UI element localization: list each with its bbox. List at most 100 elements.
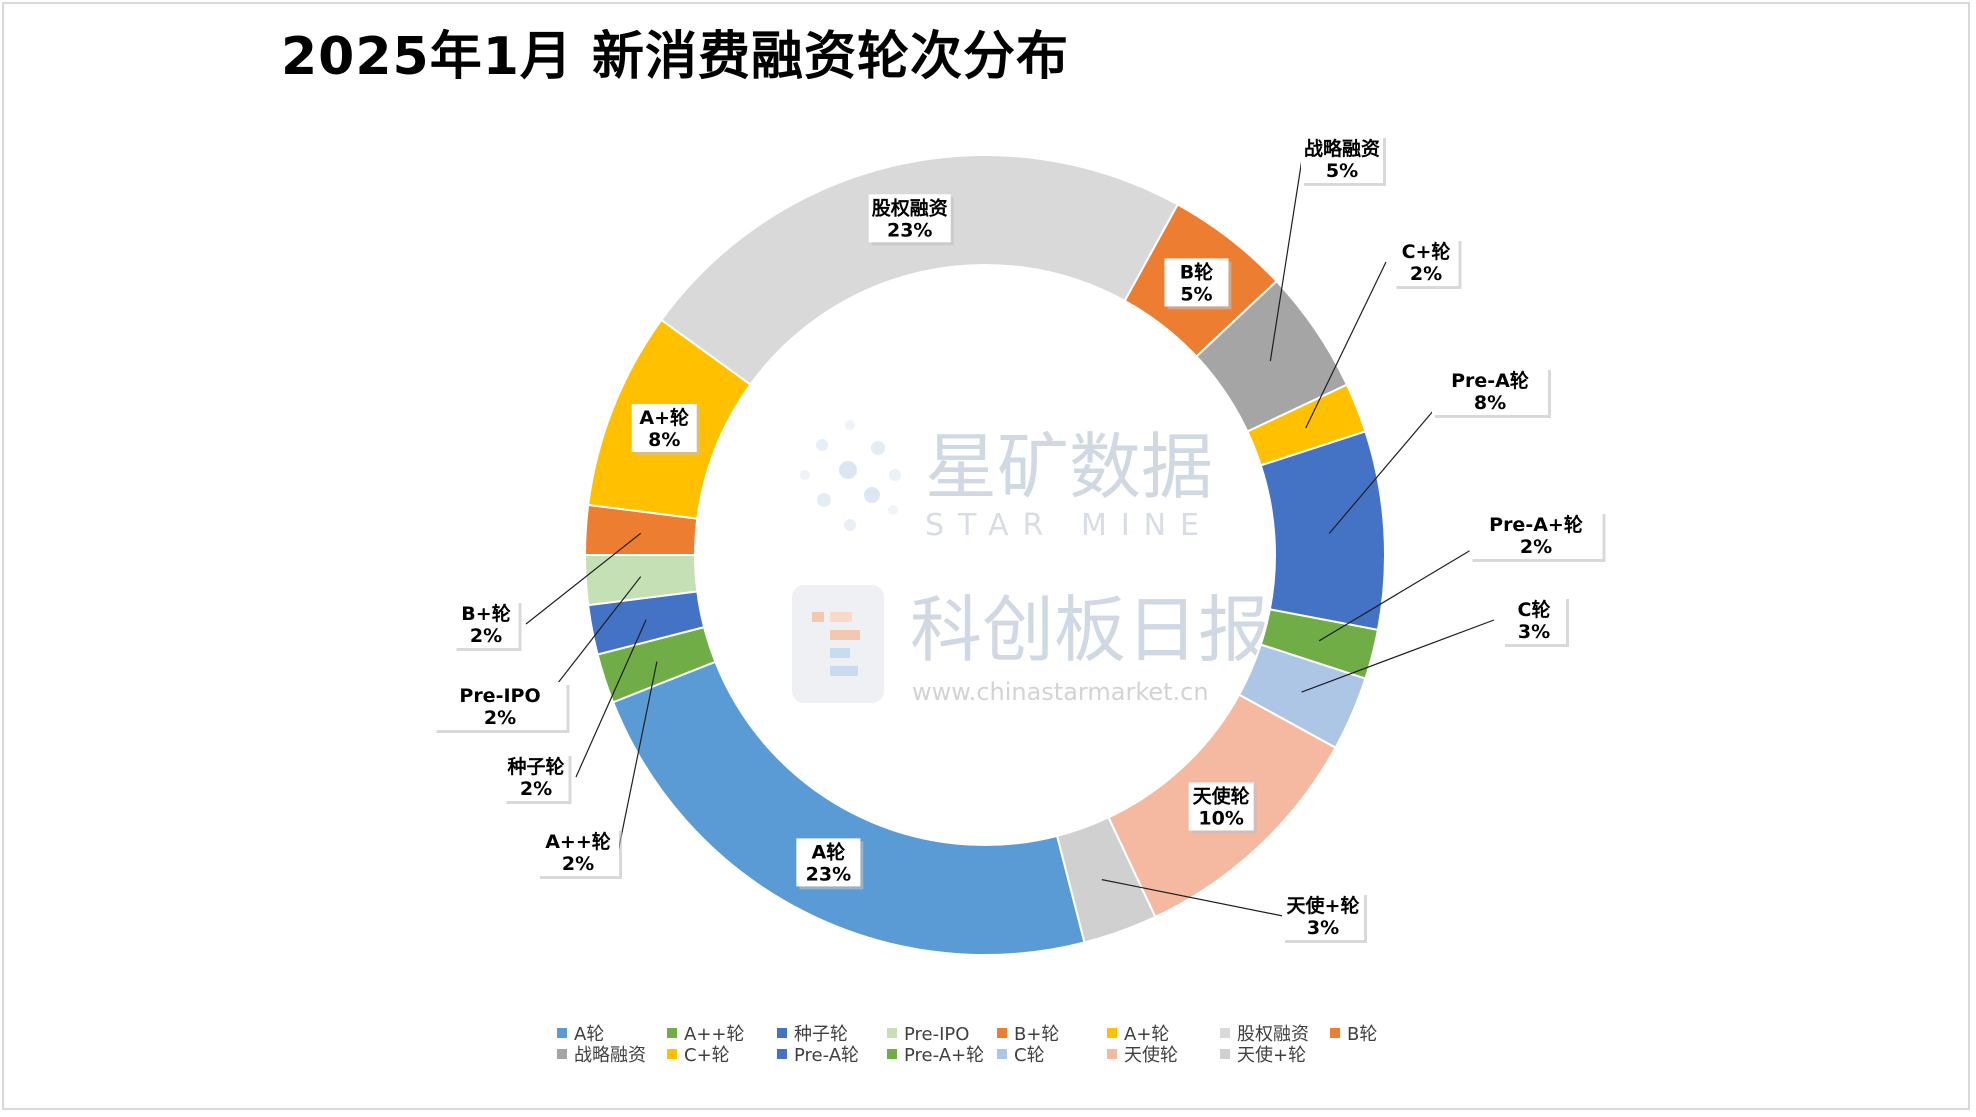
donut-slices	[583, 154, 1386, 956]
legend-swatch	[777, 1028, 787, 1038]
data-label-value: 8%	[1474, 392, 1506, 414]
legend-item-pre-ipo: Pre-IPO	[887, 1024, 969, 1045]
data-label-value: 2%	[484, 707, 516, 729]
data-label-name: A+轮	[639, 406, 689, 429]
data-label-pre-a轮: Pre-A轮8%	[1432, 367, 1551, 418]
data-label-value: 2%	[1410, 263, 1442, 285]
watermark-brand-cn: 星矿数据	[925, 425, 1213, 509]
legend-swatch	[557, 1049, 567, 1059]
star-mine-logo-icon	[800, 420, 901, 531]
leader-line-天使plus轮	[1101, 879, 1284, 917]
legend-item-pre-aplus轮: Pre-A+轮	[887, 1045, 984, 1066]
legend-label: 战略融资	[574, 1045, 646, 1066]
data-label-name: B+轮	[461, 602, 510, 625]
data-label-value: 2%	[520, 778, 552, 800]
data-label-value: 3%	[1307, 917, 1339, 939]
data-label-value: 2%	[1520, 536, 1552, 558]
legend-item-天使轮: 天使轮	[1107, 1045, 1178, 1066]
leader-line-战略融资	[1269, 158, 1303, 362]
data-label-value: 3%	[1518, 621, 1550, 643]
data-label-name: Pre-A轮	[1451, 369, 1529, 392]
legend-item-bplus轮: B+轮	[997, 1024, 1059, 1045]
data-label-cplus轮: C+轮2%	[1393, 238, 1462, 289]
data-label-name: 战略融资	[1304, 137, 1380, 160]
data-label-bplus轮: B+轮2%	[453, 600, 522, 651]
star-market-daily-logo-icon	[792, 585, 884, 703]
leader-line-种子轮	[575, 619, 647, 778]
leader-line-bplus轮	[525, 532, 642, 625]
data-label-name: C+轮	[1402, 240, 1451, 263]
legend-item-战略融资: 战略融资	[557, 1045, 646, 1066]
legend-item-cplus轮: C+轮	[667, 1045, 730, 1066]
data-label-name: A轮	[812, 840, 846, 863]
watermark-url: www.chinastarmarket.cn	[912, 678, 1209, 706]
data-label-b轮: B轮5%	[1164, 258, 1232, 310]
leader-line-c轮	[1301, 619, 1495, 693]
slice-股权融资	[659, 154, 1180, 386]
legend-swatch	[997, 1028, 1007, 1038]
legend-item-种子轮: 种子轮	[777, 1024, 848, 1045]
legend-label: A+轮	[1124, 1024, 1169, 1045]
data-label-name: B轮	[1180, 260, 1213, 283]
legend-label: A++轮	[684, 1024, 744, 1045]
leader-line-pre-aplus轮	[1318, 534, 1497, 642]
data-label-value: 2%	[562, 853, 594, 875]
legend-swatch	[887, 1049, 897, 1059]
data-label-value: 23%	[887, 219, 932, 241]
data-label-value: 2%	[470, 625, 502, 647]
data-label-name: 股权融资	[872, 196, 948, 219]
legend-item-a轮: A轮	[557, 1024, 604, 1045]
legend-swatch	[557, 1028, 567, 1038]
legend-item-aplus轮: A+轮	[1107, 1024, 1169, 1045]
data-label-pre-aplus轮: Pre-A+轮2%	[1469, 511, 1606, 562]
data-label-name: 天使轮	[1193, 784, 1250, 807]
leader-lines	[525, 158, 1497, 917]
legend-swatch	[1330, 1028, 1340, 1038]
legend-swatch	[667, 1028, 677, 1038]
data-label-value: 5%	[1326, 160, 1358, 182]
legend-label: Pre-IPO	[904, 1024, 969, 1045]
legend-label: 天使轮	[1124, 1045, 1178, 1066]
legend-swatch	[1220, 1028, 1230, 1038]
leader-line-aplusplus轮	[617, 661, 658, 853]
data-label-name: C轮	[1518, 598, 1551, 621]
slice-a轮	[611, 660, 1086, 956]
legend-swatch	[1107, 1028, 1117, 1038]
legend-label: B轮	[1347, 1024, 1377, 1045]
watermark-paper-cn: 科创板日报	[910, 588, 1270, 672]
legend-label: 种子轮	[794, 1024, 848, 1045]
data-label-name: 天使+轮	[1287, 894, 1360, 917]
leader-line-pre-a轮	[1328, 390, 1451, 534]
chart-title: 2025年1月 新消费融资轮次分布	[280, 27, 1069, 87]
data-label-name: A++轮	[545, 830, 611, 853]
data-label-c轮: C轮3%	[1502, 596, 1569, 647]
legend-item-aplusplus轮: A++轮	[667, 1024, 744, 1045]
legend-label: B+轮	[1014, 1024, 1059, 1045]
data-label-天使plus轮: 天使+轮3%	[1282, 892, 1367, 943]
legend-label: C轮	[1014, 1045, 1045, 1066]
legend-swatch	[1220, 1049, 1230, 1059]
legend-item-股权融资: 股权融资	[1220, 1024, 1309, 1045]
data-label-aplusplus轮: A++轮2%	[537, 828, 622, 879]
legend-swatch	[887, 1028, 897, 1038]
data-labels: A轮23%A++轮2%种子轮2%Pre-IPO2%B+轮2%A+轮8%股权融资2…	[433, 135, 1606, 943]
legend-item-b轮: B轮	[1330, 1024, 1377, 1045]
data-label-value: 23%	[806, 863, 851, 885]
legend-label: Pre-A+轮	[904, 1045, 984, 1066]
legend-swatch	[777, 1049, 787, 1059]
leader-line-cplus轮	[1305, 261, 1387, 429]
legend-item-pre-a轮: Pre-A轮	[777, 1045, 859, 1066]
watermark-brand-en: STAR MINE	[925, 508, 1213, 543]
legend-label: 天使+轮	[1237, 1045, 1306, 1066]
legend-swatch	[997, 1049, 1007, 1059]
legend-label: A轮	[574, 1024, 604, 1045]
data-label-name: 种子轮	[506, 755, 564, 778]
data-label-name: Pre-IPO	[459, 685, 540, 707]
